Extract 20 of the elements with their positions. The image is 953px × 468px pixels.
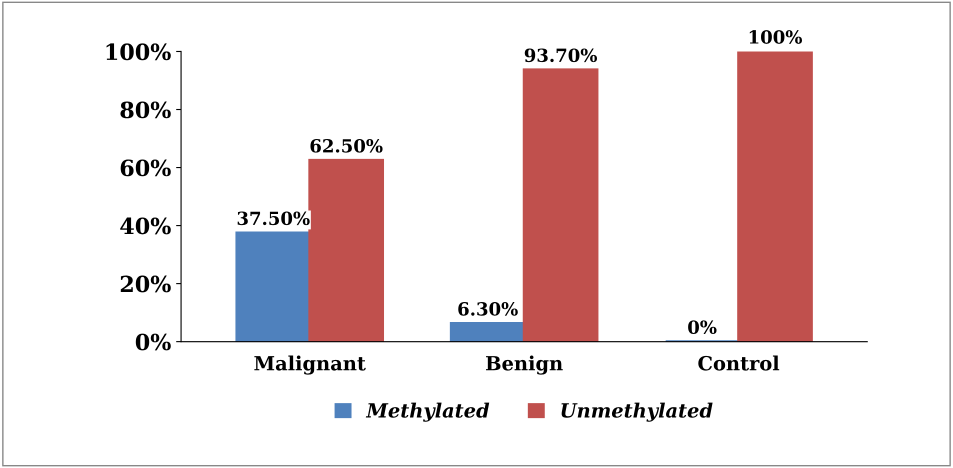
y-tick-label: 0% — [136, 334, 171, 350]
data-label: 62.50% — [310, 138, 383, 153]
bar — [522, 68, 598, 342]
x-tick-label: Benign — [486, 356, 563, 375]
y-tick-label: 20% — [120, 276, 171, 292]
bar — [308, 158, 384, 342]
legend-label: Methylated — [366, 402, 490, 422]
y-tick-label: 60% — [120, 159, 171, 176]
bar — [737, 51, 813, 342]
data-label: 100% — [750, 30, 802, 44]
y-tick-label: 40% — [120, 218, 171, 234]
data-label: 0% — [688, 320, 717, 334]
y-tick-label: 100% — [106, 43, 171, 60]
x-tick-label: Control — [698, 356, 780, 371]
data-label: 93.70% — [524, 48, 598, 62]
y-tick-label: 80% — [120, 101, 171, 118]
data-label: 37.50% — [238, 212, 310, 226]
legend-label: Unmethylated — [561, 402, 713, 422]
x-tick-label: Malignant — [254, 356, 366, 375]
data-label: 6.30% — [458, 302, 518, 316]
